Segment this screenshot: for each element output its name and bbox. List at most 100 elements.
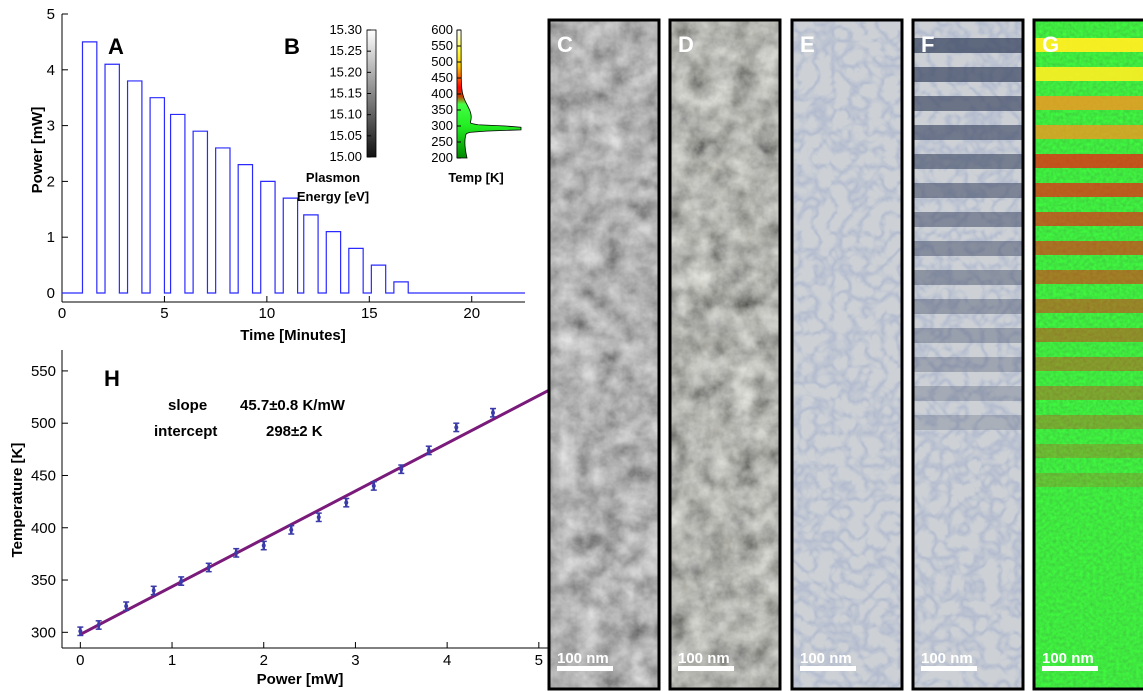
hot-stripe bbox=[1035, 96, 1143, 110]
grain-image-e bbox=[792, 20, 902, 689]
power-trace bbox=[62, 41, 525, 294]
y-tick-label: 550 bbox=[31, 363, 56, 380]
y-tick-label: 4 bbox=[47, 62, 55, 79]
data-point bbox=[426, 448, 431, 453]
x-tick-label: 1 bbox=[168, 652, 176, 669]
image-panel-g: G 100 nm bbox=[1032, 18, 1143, 691]
tem-image-c bbox=[549, 20, 659, 689]
y-tick-label: 300 bbox=[31, 624, 56, 641]
y-tick-label: 1 bbox=[47, 229, 55, 246]
colorbar-label-line2: Energy [eV] bbox=[297, 189, 369, 204]
y-axis-title: Temperature [K] bbox=[9, 443, 26, 558]
data-point bbox=[206, 565, 211, 570]
dark-stripe bbox=[914, 212, 1022, 227]
y-axis-title: Power [mW] bbox=[29, 107, 46, 194]
intercept-value: 298±2 K bbox=[266, 423, 323, 440]
colorbar-tick-label: 15.30 bbox=[329, 22, 362, 37]
dark-stripe bbox=[914, 299, 1022, 314]
data-point bbox=[96, 622, 101, 627]
dark-stripe bbox=[914, 125, 1022, 140]
hot-stripe bbox=[1035, 183, 1143, 197]
tem-image-d bbox=[670, 20, 780, 689]
y-tick-label: 500 bbox=[31, 415, 56, 432]
hot-stripe bbox=[1035, 67, 1143, 81]
temp-tick-label: 300 bbox=[431, 118, 453, 133]
data-point bbox=[454, 425, 459, 430]
data-point bbox=[124, 604, 129, 609]
intercept-label: intercept bbox=[154, 423, 217, 440]
chart-temperature-vs-power: 0 1 2 3 4 5 300 350 400 450 500 550 Power [mW] Temp… bbox=[9, 350, 568, 688]
hot-stripe bbox=[1035, 299, 1143, 313]
hot-stripe bbox=[1035, 473, 1143, 487]
data-point bbox=[399, 467, 404, 472]
linear-fit-line bbox=[79, 379, 568, 636]
x-tick-label: 3 bbox=[351, 652, 359, 669]
dark-stripe bbox=[914, 38, 1022, 53]
slope-value: 45.7±0.8 K/mW bbox=[240, 397, 346, 414]
y-tick-label: 3 bbox=[47, 118, 55, 135]
data-point bbox=[151, 588, 156, 593]
data-point bbox=[234, 550, 239, 555]
image-panel-e: E 100 nm bbox=[790, 18, 904, 691]
hot-stripe bbox=[1035, 444, 1143, 458]
data-point bbox=[316, 515, 321, 520]
colorbar-tick-label: 15.10 bbox=[329, 107, 362, 122]
scale-bar bbox=[921, 666, 977, 671]
hot-stripe bbox=[1035, 357, 1143, 371]
panel-letter-d: D bbox=[678, 32, 694, 57]
temp-tick-label: 450 bbox=[431, 70, 453, 85]
colorbar-plasmon-energy: B 15.30 15.25 15.20 15.15 15.10 15.05 15.00 Pl… bbox=[284, 22, 377, 204]
dark-stripe bbox=[914, 415, 1022, 430]
data-point bbox=[371, 483, 376, 488]
panel-letter-g: G bbox=[1042, 32, 1059, 57]
hot-stripe bbox=[1035, 386, 1143, 400]
grain-image-f bbox=[913, 20, 1023, 689]
dark-stripe bbox=[914, 241, 1022, 256]
hot-stripe bbox=[1035, 38, 1143, 52]
colorbar-tick-label: 15.15 bbox=[329, 86, 362, 101]
hot-stripe bbox=[1035, 415, 1143, 429]
data-point bbox=[344, 500, 349, 505]
scale-bar bbox=[678, 666, 734, 671]
colorbar-tick-label: 15.25 bbox=[329, 43, 362, 58]
hot-stripe bbox=[1035, 154, 1143, 168]
dark-stripe bbox=[914, 357, 1022, 372]
image-panel-d: D 100 nm bbox=[668, 18, 782, 691]
x-tick-label: 0 bbox=[58, 305, 66, 322]
hot-stripe bbox=[1035, 241, 1143, 255]
panel-frame bbox=[547, 18, 661, 691]
temp-tick-label: 350 bbox=[431, 102, 453, 117]
x-tick-label: 5 bbox=[535, 652, 543, 669]
panel-frame bbox=[790, 18, 904, 691]
temp-tick-label: 400 bbox=[431, 86, 453, 101]
data-point bbox=[289, 527, 294, 532]
panel-frame bbox=[911, 18, 1025, 691]
data-point bbox=[78, 629, 83, 634]
panel-letter-h: H bbox=[104, 366, 120, 391]
x-tick-label: 0 bbox=[76, 652, 84, 669]
data-point bbox=[261, 543, 266, 548]
hot-stripe bbox=[1035, 125, 1143, 139]
x-axis-title: Power [mW] bbox=[257, 671, 344, 688]
dark-stripe bbox=[914, 183, 1022, 198]
dark-stripe bbox=[914, 328, 1022, 343]
panel-frame bbox=[1032, 18, 1143, 691]
temp-tick-label: 550 bbox=[431, 38, 453, 53]
scale-label: 100 nm bbox=[1042, 650, 1094, 667]
y-tick-label: 400 bbox=[31, 520, 56, 537]
colorbar-tick-label: 15.00 bbox=[329, 149, 362, 164]
x-tick-label: 2 bbox=[260, 652, 268, 669]
hot-stripe bbox=[1035, 328, 1143, 342]
panel-letter-c: C bbox=[557, 32, 573, 57]
slope-label: slope bbox=[168, 397, 207, 414]
temp-tick-label: 600 bbox=[431, 22, 453, 37]
scale-bar bbox=[1042, 666, 1098, 671]
colorbar-tick-label: 15.20 bbox=[329, 64, 362, 79]
dark-stripe bbox=[914, 96, 1022, 111]
x-tick-label: 4 bbox=[443, 652, 451, 669]
y-tick-label: 0 bbox=[47, 285, 55, 302]
hot-stripe bbox=[1035, 270, 1143, 284]
